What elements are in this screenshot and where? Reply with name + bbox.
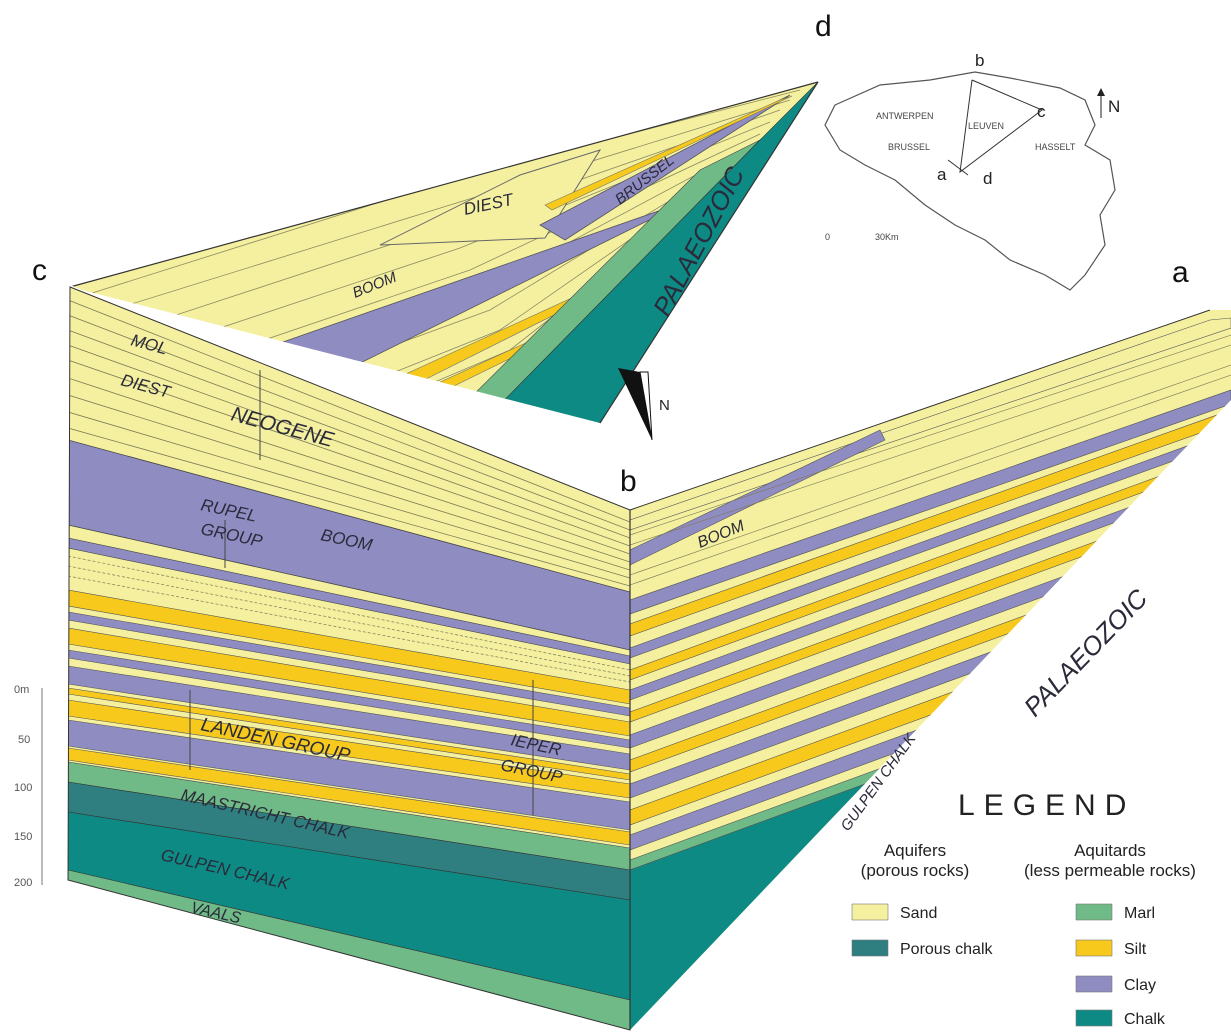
legend: LEGEND Aquifers (porous rocks) Aquitards… [851,789,1196,1028]
legend-label-chalk: Chalk [1124,1011,1166,1028]
depth-tick-100: 100 [14,782,32,794]
map-point-b: b [975,51,984,70]
map-city-antwerpen: ANTWERPEN [876,111,934,121]
legend-swatch-porous-chalk [851,939,889,957]
corner-label-d: d [815,10,832,43]
legend-swatch-marl [1075,903,1113,921]
north-arrow-icon [618,368,653,441]
right-face-b-a [630,310,1231,1030]
legend-label-sand: Sand [900,905,937,922]
corner-label-a: a [1172,256,1189,289]
back-face-c-d [70,82,818,423]
legend-aquifers-sub: (porous rocks) [861,861,970,880]
map-city-hasselt: HASSELT [1035,142,1076,152]
map-scale-30km: 30Km [875,232,899,242]
map-scale-0: 0 [825,232,830,242]
inset-map: ANTWERPEN LEUVEN BRUSSEL HASSELT a b c d… [824,51,1120,291]
legend-swatch-silt [1075,939,1113,957]
legend-aquitards-head: Aquitards [1074,841,1146,860]
map-point-c: c [1037,102,1046,121]
map-north-arrow-icon [1097,88,1105,96]
legend-swatch-chalk [1075,1009,1113,1027]
depth-tick-200: 200 [14,877,32,889]
legend-swatch-sand [851,903,889,921]
depth-scale: 0m 50 100 150 200 [14,684,43,889]
depth-tick-50: 50 [18,734,30,746]
back-chalk [479,82,818,423]
north-label: N [659,397,670,414]
back-clay-upper [539,94,791,241]
label-palaeozoic-right: PALAEOZOIC [1018,583,1154,722]
depth-tick-0: 0m [14,684,29,696]
legend-swatch-clay [1075,975,1113,993]
legend-aquitards-sub: (less permeable rocks) [1024,861,1196,880]
diest-channel [379,149,602,246]
legend-label-marl: Marl [1124,905,1155,922]
legend-aquifers-head: Aquifers [884,841,946,860]
legend-title: LEGEND [958,789,1135,822]
corner-label-c: c [32,254,47,287]
belgium-outline [824,71,1116,291]
map-city-leuven: LEUVEN [968,121,1004,131]
map-point-d: d [983,169,992,188]
map-city-brussel: BRUSSEL [888,142,930,152]
map-point-a: a [937,165,947,184]
depth-tick-150: 150 [14,831,32,843]
map-north-label: N [1108,97,1120,116]
back-silt-3 [544,95,793,211]
group-span-arrows [189,370,534,815]
legend-label-clay: Clay [1124,977,1156,994]
legend-label-silt: Silt [1124,941,1147,958]
corner-label-b: b [620,465,637,498]
legend-label-porous-chalk: Porous chalk [900,941,993,958]
